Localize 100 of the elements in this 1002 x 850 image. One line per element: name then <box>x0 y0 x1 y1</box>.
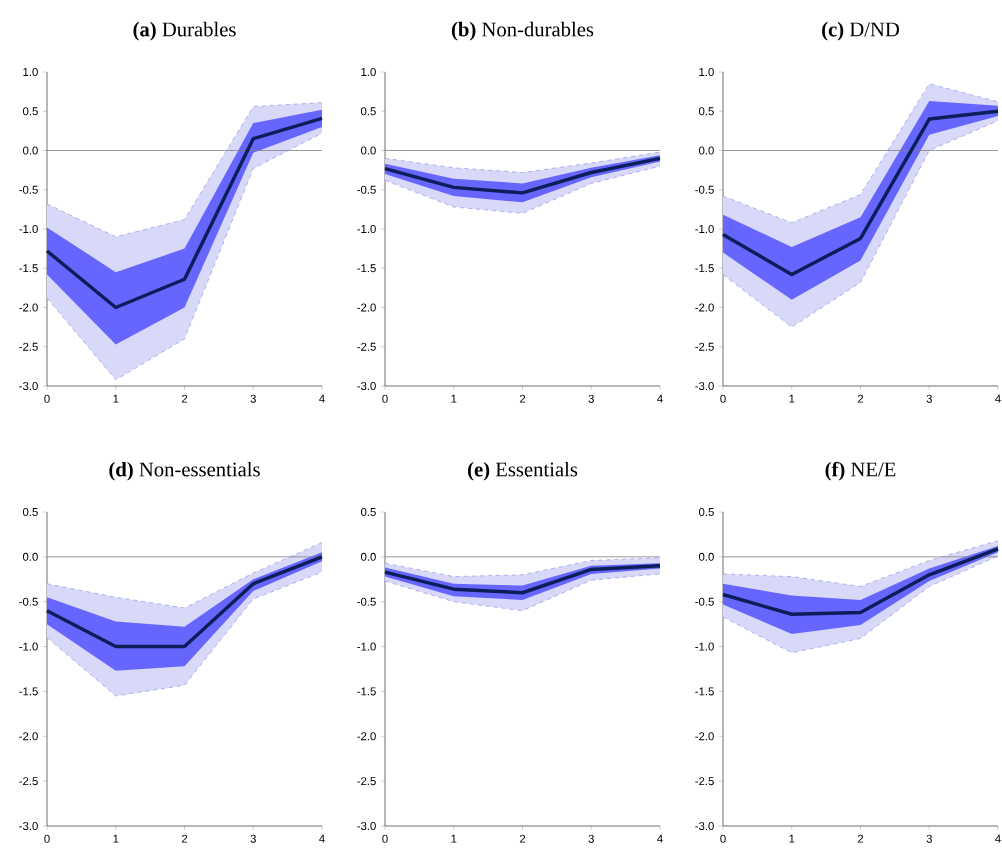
y-tick-label: 0.0 <box>360 552 376 561</box>
x-tick-label: 2 <box>519 394 526 403</box>
chart-title: (b) Non-durables <box>451 21 594 41</box>
x-tick-label: 4 <box>657 834 663 843</box>
y-tick-label: -1.5 <box>19 264 38 273</box>
y-tick-label: -1.5 <box>357 687 376 696</box>
y-tick-label: -3.0 <box>357 381 376 390</box>
y-tick-label: 0.0 <box>698 552 714 561</box>
x-tick-label: 4 <box>657 394 663 403</box>
y-tick-label: -1.0 <box>19 642 38 651</box>
x-tick-label: 1 <box>113 834 119 843</box>
y-tick-label: -0.5 <box>695 185 714 194</box>
y-tick-label: 1.0 <box>361 67 376 76</box>
y-tick-label: -3.0 <box>357 822 376 831</box>
line-series <box>45 116 324 310</box>
y-tick-label: -3.0 <box>19 822 38 831</box>
y-tick-label: -2.0 <box>357 303 376 312</box>
line-series <box>46 542 323 609</box>
y-tick-label: -3.0 <box>695 381 714 390</box>
y-tick-label: -1.0 <box>357 642 376 651</box>
y-tick-label: 0.5 <box>698 107 714 116</box>
y-tick-label: -2.5 <box>19 342 38 351</box>
x-tick-label: 3 <box>250 394 256 403</box>
y-tick-label: 0.5 <box>360 508 376 517</box>
y-tick-label: -0.5 <box>19 185 38 194</box>
y-tick-label: -0.5 <box>695 597 714 606</box>
x-tick-label: 2 <box>181 834 188 843</box>
y-tick-label: 0.0 <box>22 552 38 561</box>
line-series <box>45 555 324 649</box>
x-tick-label: 0 <box>382 834 388 843</box>
x-tick-label: 1 <box>789 394 795 403</box>
x-tick-label: 3 <box>250 834 256 843</box>
x-tick-label: 2 <box>181 394 188 403</box>
x-tick-label: 0 <box>382 394 388 403</box>
line-series <box>722 540 999 587</box>
y-tick-label: -0.5 <box>357 185 376 194</box>
x-tick-label: 4 <box>319 834 325 843</box>
y-tick-label: -2.5 <box>357 777 376 786</box>
x-tick-label: 1 <box>451 834 457 843</box>
x-tick-label: 0 <box>720 394 726 403</box>
line-series <box>384 573 661 612</box>
chart-title: (d) Non-essentials <box>109 461 260 481</box>
line-series <box>384 151 661 173</box>
y-tick-label: -1.5 <box>695 687 714 696</box>
y-tick-label: 1.0 <box>699 67 714 76</box>
y-tick-label: -3.0 <box>19 381 38 390</box>
y-tick-label: 0.5 <box>22 508 38 517</box>
x-tick-label: 3 <box>926 834 932 843</box>
y-tick-label: -1.5 <box>19 687 38 696</box>
chart-title: (c) D/ND <box>822 21 899 41</box>
y-tick-label: -1.0 <box>19 224 38 233</box>
y-tick-label: 0.0 <box>698 146 714 155</box>
chart-title: (a) Durables <box>133 21 236 41</box>
x-tick-label: 0 <box>44 394 50 403</box>
line-series <box>721 109 1000 277</box>
x-tick-label: 3 <box>588 394 594 403</box>
chart-title: (f) NE/E <box>825 461 896 481</box>
y-tick-label: -2.5 <box>695 342 714 351</box>
x-tick-label: 2 <box>857 834 864 843</box>
y-tick-label: 0.0 <box>22 146 38 155</box>
line-series <box>722 120 999 328</box>
y-tick-label: -0.5 <box>19 597 38 606</box>
y-tick-label: -0.5 <box>357 597 376 606</box>
y-tick-label: 0.0 <box>360 146 376 155</box>
y-tick-label: -2.5 <box>357 342 376 351</box>
y-tick-label: -2.5 <box>695 777 714 786</box>
x-tick-label: 1 <box>113 394 119 403</box>
x-tick-label: 1 <box>789 834 795 843</box>
y-tick-label: 0.5 <box>698 508 714 517</box>
x-tick-label: 4 <box>995 834 1001 843</box>
line-series <box>721 547 1000 617</box>
y-tick-label: 0.5 <box>22 107 38 116</box>
line-series <box>722 83 999 224</box>
y-tick-label: -2.0 <box>695 303 714 312</box>
y-tick-label: -2.0 <box>19 303 38 312</box>
y-tick-label: -2.0 <box>357 732 376 741</box>
y-tick-label: 1.0 <box>23 67 38 76</box>
x-tick-label: 2 <box>519 834 526 843</box>
y-tick-label: -1.0 <box>357 224 376 233</box>
x-tick-label: 1 <box>451 394 457 403</box>
y-tick-label: -2.0 <box>19 732 38 741</box>
x-tick-label: 3 <box>588 834 594 843</box>
y-tick-label: -1.0 <box>695 642 714 651</box>
line-series <box>383 156 662 195</box>
line-series <box>46 102 323 238</box>
x-tick-label: 3 <box>926 394 932 403</box>
y-tick-label: 0.5 <box>360 107 376 116</box>
y-tick-label: -2.0 <box>695 732 714 741</box>
x-tick-label: 2 <box>857 394 864 403</box>
y-tick-label: -1.5 <box>695 264 714 273</box>
line-series <box>384 165 661 214</box>
y-tick-label: -1.0 <box>695 224 714 233</box>
x-tick-label: 4 <box>995 394 1001 403</box>
y-tick-label: -1.5 <box>357 264 376 273</box>
chart-title: (e) Essentials <box>468 461 578 481</box>
x-tick-label: 0 <box>44 834 50 843</box>
x-tick-label: 4 <box>319 394 325 403</box>
y-tick-label: -2.5 <box>19 777 38 786</box>
x-tick-label: 0 <box>720 834 726 843</box>
y-tick-label: -3.0 <box>695 822 714 831</box>
